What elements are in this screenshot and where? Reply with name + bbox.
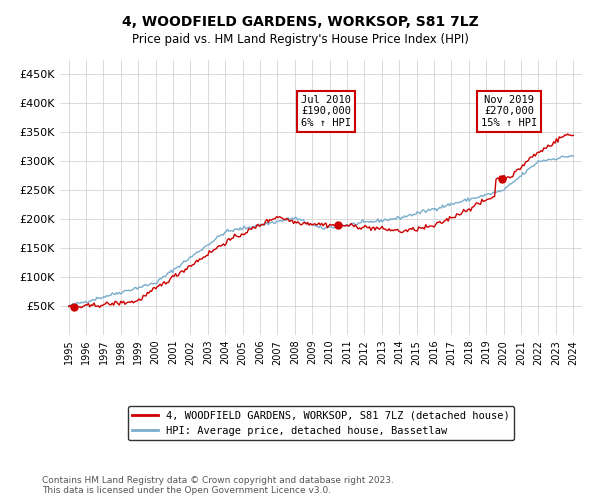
Text: Nov 2019
£270,000
15% ↑ HPI: Nov 2019 £270,000 15% ↑ HPI [481, 94, 537, 128]
Text: 4, WOODFIELD GARDENS, WORKSOP, S81 7LZ: 4, WOODFIELD GARDENS, WORKSOP, S81 7LZ [122, 15, 478, 29]
Legend: 4, WOODFIELD GARDENS, WORKSOP, S81 7LZ (detached house), HPI: Average price, det: 4, WOODFIELD GARDENS, WORKSOP, S81 7LZ (… [128, 406, 514, 440]
Text: Price paid vs. HM Land Registry's House Price Index (HPI): Price paid vs. HM Land Registry's House … [131, 32, 469, 46]
Text: Contains HM Land Registry data © Crown copyright and database right 2023.
This d: Contains HM Land Registry data © Crown c… [42, 476, 394, 495]
Text: Jul 2010
£190,000
6% ↑ HPI: Jul 2010 £190,000 6% ↑ HPI [301, 94, 351, 128]
